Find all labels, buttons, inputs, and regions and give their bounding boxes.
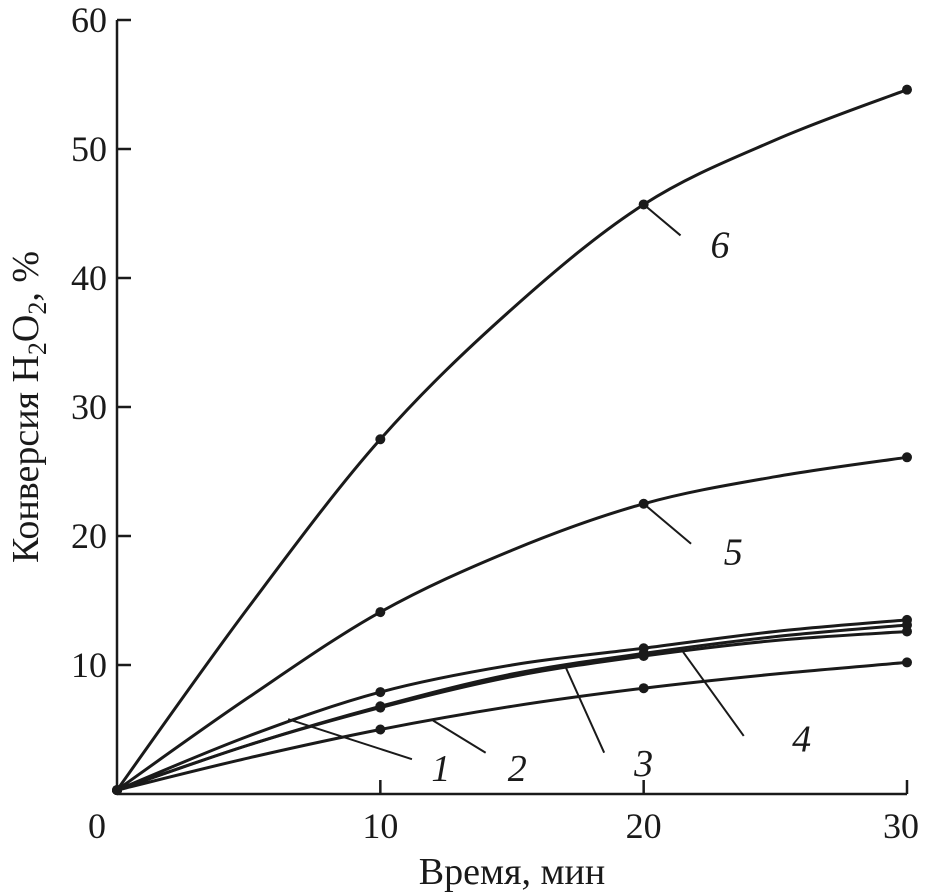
x-tick-label: 30	[883, 806, 919, 846]
series-3-point	[902, 614, 912, 625]
y-axis-title: Конверсия H2O2, %	[5, 251, 52, 563]
series-4-point	[638, 650, 649, 661]
series-2-leader	[432, 719, 487, 754]
series-5-label: 5	[724, 531, 743, 573]
y-tick-label: 40	[71, 258, 107, 298]
series-6-point	[112, 785, 122, 796]
series-6-point	[902, 84, 912, 95]
series-2-line	[115, 660, 909, 792]
x-tick-label: 10	[362, 806, 398, 846]
series-5-leader	[643, 502, 692, 545]
y-tick-label: 20	[71, 516, 107, 556]
y-tick-label: 60	[71, 0, 107, 40]
x-axis-title: Время, мин	[419, 851, 605, 893]
series-5-point	[375, 607, 386, 618]
series-1-leader	[287, 718, 413, 761]
series-4-point	[902, 626, 912, 637]
x-tick-label: 0	[88, 806, 106, 846]
y-axis-title-sub1: 2	[23, 342, 52, 355]
tick-labels: 10 20 30 40 50 60 0 10 20 30	[71, 0, 919, 846]
series-2-point	[375, 724, 386, 735]
series-1-label: 1	[431, 748, 450, 790]
markers-layer	[112, 84, 912, 796]
y-axis-title-tail: , %	[5, 251, 47, 302]
ticks	[117, 18, 909, 794]
series-3-leader	[563, 664, 606, 754]
series-3-point	[375, 687, 386, 698]
series-4-point	[375, 702, 386, 713]
series-6-point	[375, 434, 386, 445]
y-tick-label: 10	[71, 645, 107, 685]
series-5-line	[115, 455, 909, 792]
series-layer	[115, 88, 909, 792]
series-3-point	[638, 643, 649, 654]
series-4-line	[115, 630, 909, 792]
y-tick-label: 50	[71, 129, 107, 169]
series-4-leader	[682, 651, 745, 737]
series-5-point	[902, 452, 912, 463]
series-6-line	[115, 88, 909, 792]
series-4-label: 4	[792, 718, 811, 760]
y-axis-title-mid: O	[5, 315, 47, 342]
y-tick-label: 30	[71, 387, 107, 427]
series-3-line	[115, 618, 909, 792]
series-2-point	[902, 657, 912, 668]
series-2-label: 2	[508, 748, 527, 790]
series-2-point	[638, 683, 649, 694]
y-axis-title-sub2: 2	[23, 302, 52, 315]
series-6-leader	[643, 203, 682, 237]
series-labels: 1 2 3 4 5 6	[287, 203, 811, 790]
series-3-label: 3	[633, 743, 653, 785]
y-axis-title-main: Конверсия H	[5, 355, 47, 563]
series-6-label: 6	[711, 224, 730, 266]
x-tick-label: 20	[626, 806, 662, 846]
